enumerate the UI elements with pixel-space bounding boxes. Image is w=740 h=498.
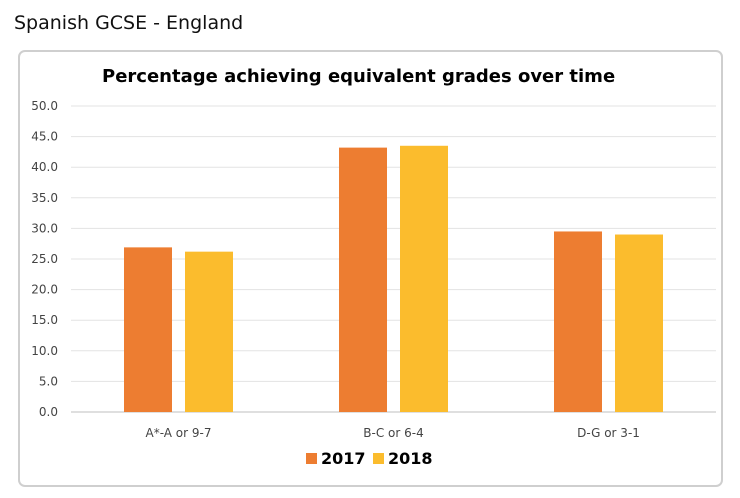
legend-swatch-2017 xyxy=(306,453,317,464)
legend-label-2018: 2018 xyxy=(388,449,433,468)
y-tick-label: 0.0 xyxy=(39,405,58,419)
x-tick-label: A*-A or 9-7 xyxy=(146,426,212,440)
legend-swatch-2018 xyxy=(373,453,384,464)
y-tick-label: 10.0 xyxy=(31,344,58,358)
bar-2018-2 xyxy=(400,145,448,412)
y-tick-label: 50.0 xyxy=(31,99,58,113)
y-axis-tick-labels: 0.0 5.0 10.0 15.0 20.0 25.0 30.0 35.0 40.0 45.0 50… xyxy=(31,99,58,419)
bar-2018-1 xyxy=(185,251,233,412)
bar-2018-3 xyxy=(615,234,663,412)
y-tick-label: 5.0 xyxy=(39,374,58,388)
legend-label-2017: 2017 xyxy=(321,449,366,468)
y-tick-label: 35.0 xyxy=(31,191,58,205)
bar-2017-3 xyxy=(554,231,602,412)
y-tick-label: 20.0 xyxy=(31,283,58,297)
x-tick-label: B-C or 6-4 xyxy=(363,426,423,440)
bars xyxy=(124,145,663,412)
y-tick-label: 45.0 xyxy=(31,130,58,144)
chart-title: Percentage achieving equivalent grades o… xyxy=(102,66,616,87)
bar-2017-1 xyxy=(124,247,172,412)
y-tick-label: 30.0 xyxy=(31,221,58,235)
y-tick-label: 40.0 xyxy=(31,160,58,174)
x-axis-tick-labels: A*-A or 9-7 B-C or 6-4 D-G or 3-1 xyxy=(146,426,640,440)
bar-2017-2 xyxy=(339,147,387,412)
legend: 2017 2018 xyxy=(306,449,433,468)
page-title: Spanish GCSE - England xyxy=(14,12,244,34)
y-tick-label: 15.0 xyxy=(31,313,58,327)
x-tick-label: D-G or 3-1 xyxy=(577,426,640,440)
gridlines xyxy=(71,105,716,413)
y-tick-label: 25.0 xyxy=(31,252,58,266)
